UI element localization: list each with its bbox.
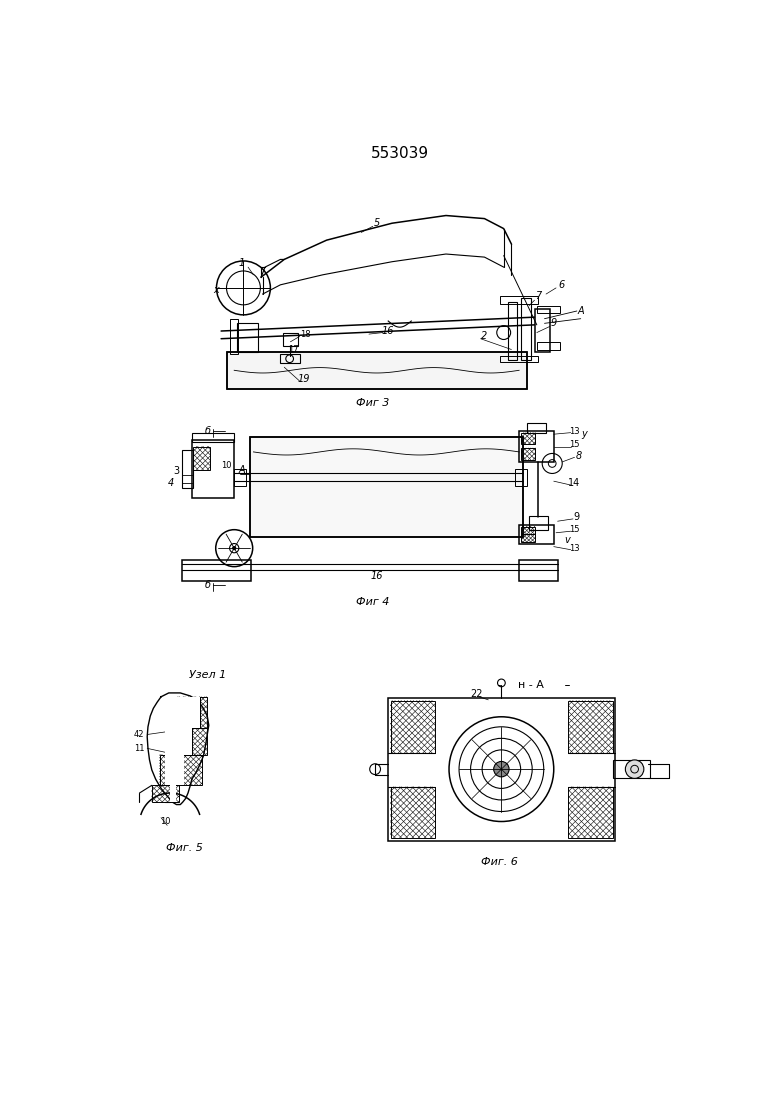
Bar bbox=[226, 352, 526, 388]
Bar bbox=[282, 333, 298, 346]
Text: 9: 9 bbox=[574, 513, 580, 523]
Text: б: б bbox=[204, 580, 211, 590]
Bar bbox=[152, 785, 179, 802]
Text: A: A bbox=[239, 464, 245, 474]
Bar bbox=[613, 760, 650, 779]
Text: 16: 16 bbox=[382, 326, 395, 336]
Circle shape bbox=[494, 761, 509, 777]
Text: 11: 11 bbox=[133, 743, 144, 753]
Bar bbox=[529, 516, 548, 529]
Bar bbox=[521, 448, 535, 460]
Bar bbox=[519, 559, 558, 581]
Bar bbox=[236, 323, 258, 352]
Text: A: A bbox=[577, 306, 584, 315]
Text: 8: 8 bbox=[576, 451, 582, 461]
Bar bbox=[508, 302, 517, 360]
Bar bbox=[182, 450, 193, 489]
Bar bbox=[250, 437, 523, 537]
Bar bbox=[230, 320, 238, 354]
Text: Фиг 3: Фиг 3 bbox=[356, 398, 389, 408]
Bar bbox=[521, 432, 535, 445]
Circle shape bbox=[449, 717, 554, 822]
Text: 16: 16 bbox=[370, 571, 383, 581]
Bar bbox=[519, 431, 554, 462]
Text: 6: 6 bbox=[558, 280, 565, 290]
Text: 13: 13 bbox=[569, 427, 580, 436]
Text: Фиг. 6: Фиг. 6 bbox=[481, 857, 518, 867]
Text: 5: 5 bbox=[374, 218, 380, 228]
Bar bbox=[521, 534, 535, 542]
Bar bbox=[192, 432, 234, 442]
Text: Фиг 4: Фиг 4 bbox=[356, 597, 389, 607]
Text: 10: 10 bbox=[160, 817, 170, 826]
Text: x: x bbox=[214, 286, 219, 296]
Bar bbox=[279, 354, 300, 363]
Bar bbox=[526, 424, 546, 432]
Bar bbox=[391, 786, 435, 837]
Bar bbox=[250, 437, 523, 537]
Bar bbox=[168, 728, 207, 754]
Text: 4: 4 bbox=[168, 478, 174, 488]
Bar bbox=[500, 355, 538, 362]
Text: 42: 42 bbox=[133, 730, 144, 739]
Text: н - А: н - А bbox=[518, 681, 544, 690]
Bar bbox=[176, 697, 207, 728]
Text: 15: 15 bbox=[569, 525, 580, 534]
Text: 13: 13 bbox=[569, 544, 580, 553]
Polygon shape bbox=[165, 697, 200, 802]
Text: 18: 18 bbox=[300, 330, 310, 339]
Bar bbox=[521, 526, 535, 534]
Bar bbox=[391, 700, 435, 753]
Text: 22: 22 bbox=[470, 689, 483, 699]
Text: 3: 3 bbox=[173, 467, 179, 476]
Bar bbox=[569, 786, 613, 837]
Text: 7: 7 bbox=[535, 291, 541, 301]
Bar bbox=[234, 469, 246, 485]
Bar bbox=[182, 559, 251, 581]
Text: v: v bbox=[565, 535, 570, 546]
Bar bbox=[537, 306, 560, 313]
Bar bbox=[193, 447, 211, 470]
Text: 14: 14 bbox=[569, 478, 580, 488]
Text: 15: 15 bbox=[569, 440, 580, 450]
Text: Узел 1: Узел 1 bbox=[189, 671, 226, 681]
Bar bbox=[388, 698, 615, 840]
Bar bbox=[516, 469, 526, 485]
Text: 553039: 553039 bbox=[370, 147, 429, 161]
Text: 9: 9 bbox=[551, 319, 557, 329]
Bar bbox=[500, 297, 538, 304]
Text: Фиг. 5: Фиг. 5 bbox=[165, 844, 203, 854]
Circle shape bbox=[232, 547, 236, 549]
Bar bbox=[569, 700, 613, 753]
Bar bbox=[519, 525, 554, 544]
Bar bbox=[192, 440, 234, 499]
Text: y: y bbox=[582, 429, 587, 439]
Text: 1: 1 bbox=[239, 258, 245, 268]
Bar bbox=[534, 310, 550, 352]
Text: 2: 2 bbox=[481, 331, 488, 342]
Circle shape bbox=[626, 760, 644, 779]
Bar bbox=[521, 298, 530, 360]
Text: 17: 17 bbox=[288, 345, 299, 354]
Bar bbox=[226, 352, 526, 388]
Bar bbox=[159, 754, 202, 785]
Text: 19: 19 bbox=[297, 374, 310, 384]
Bar bbox=[537, 342, 560, 350]
Text: 10: 10 bbox=[222, 460, 232, 470]
Text: б: б bbox=[204, 426, 211, 436]
